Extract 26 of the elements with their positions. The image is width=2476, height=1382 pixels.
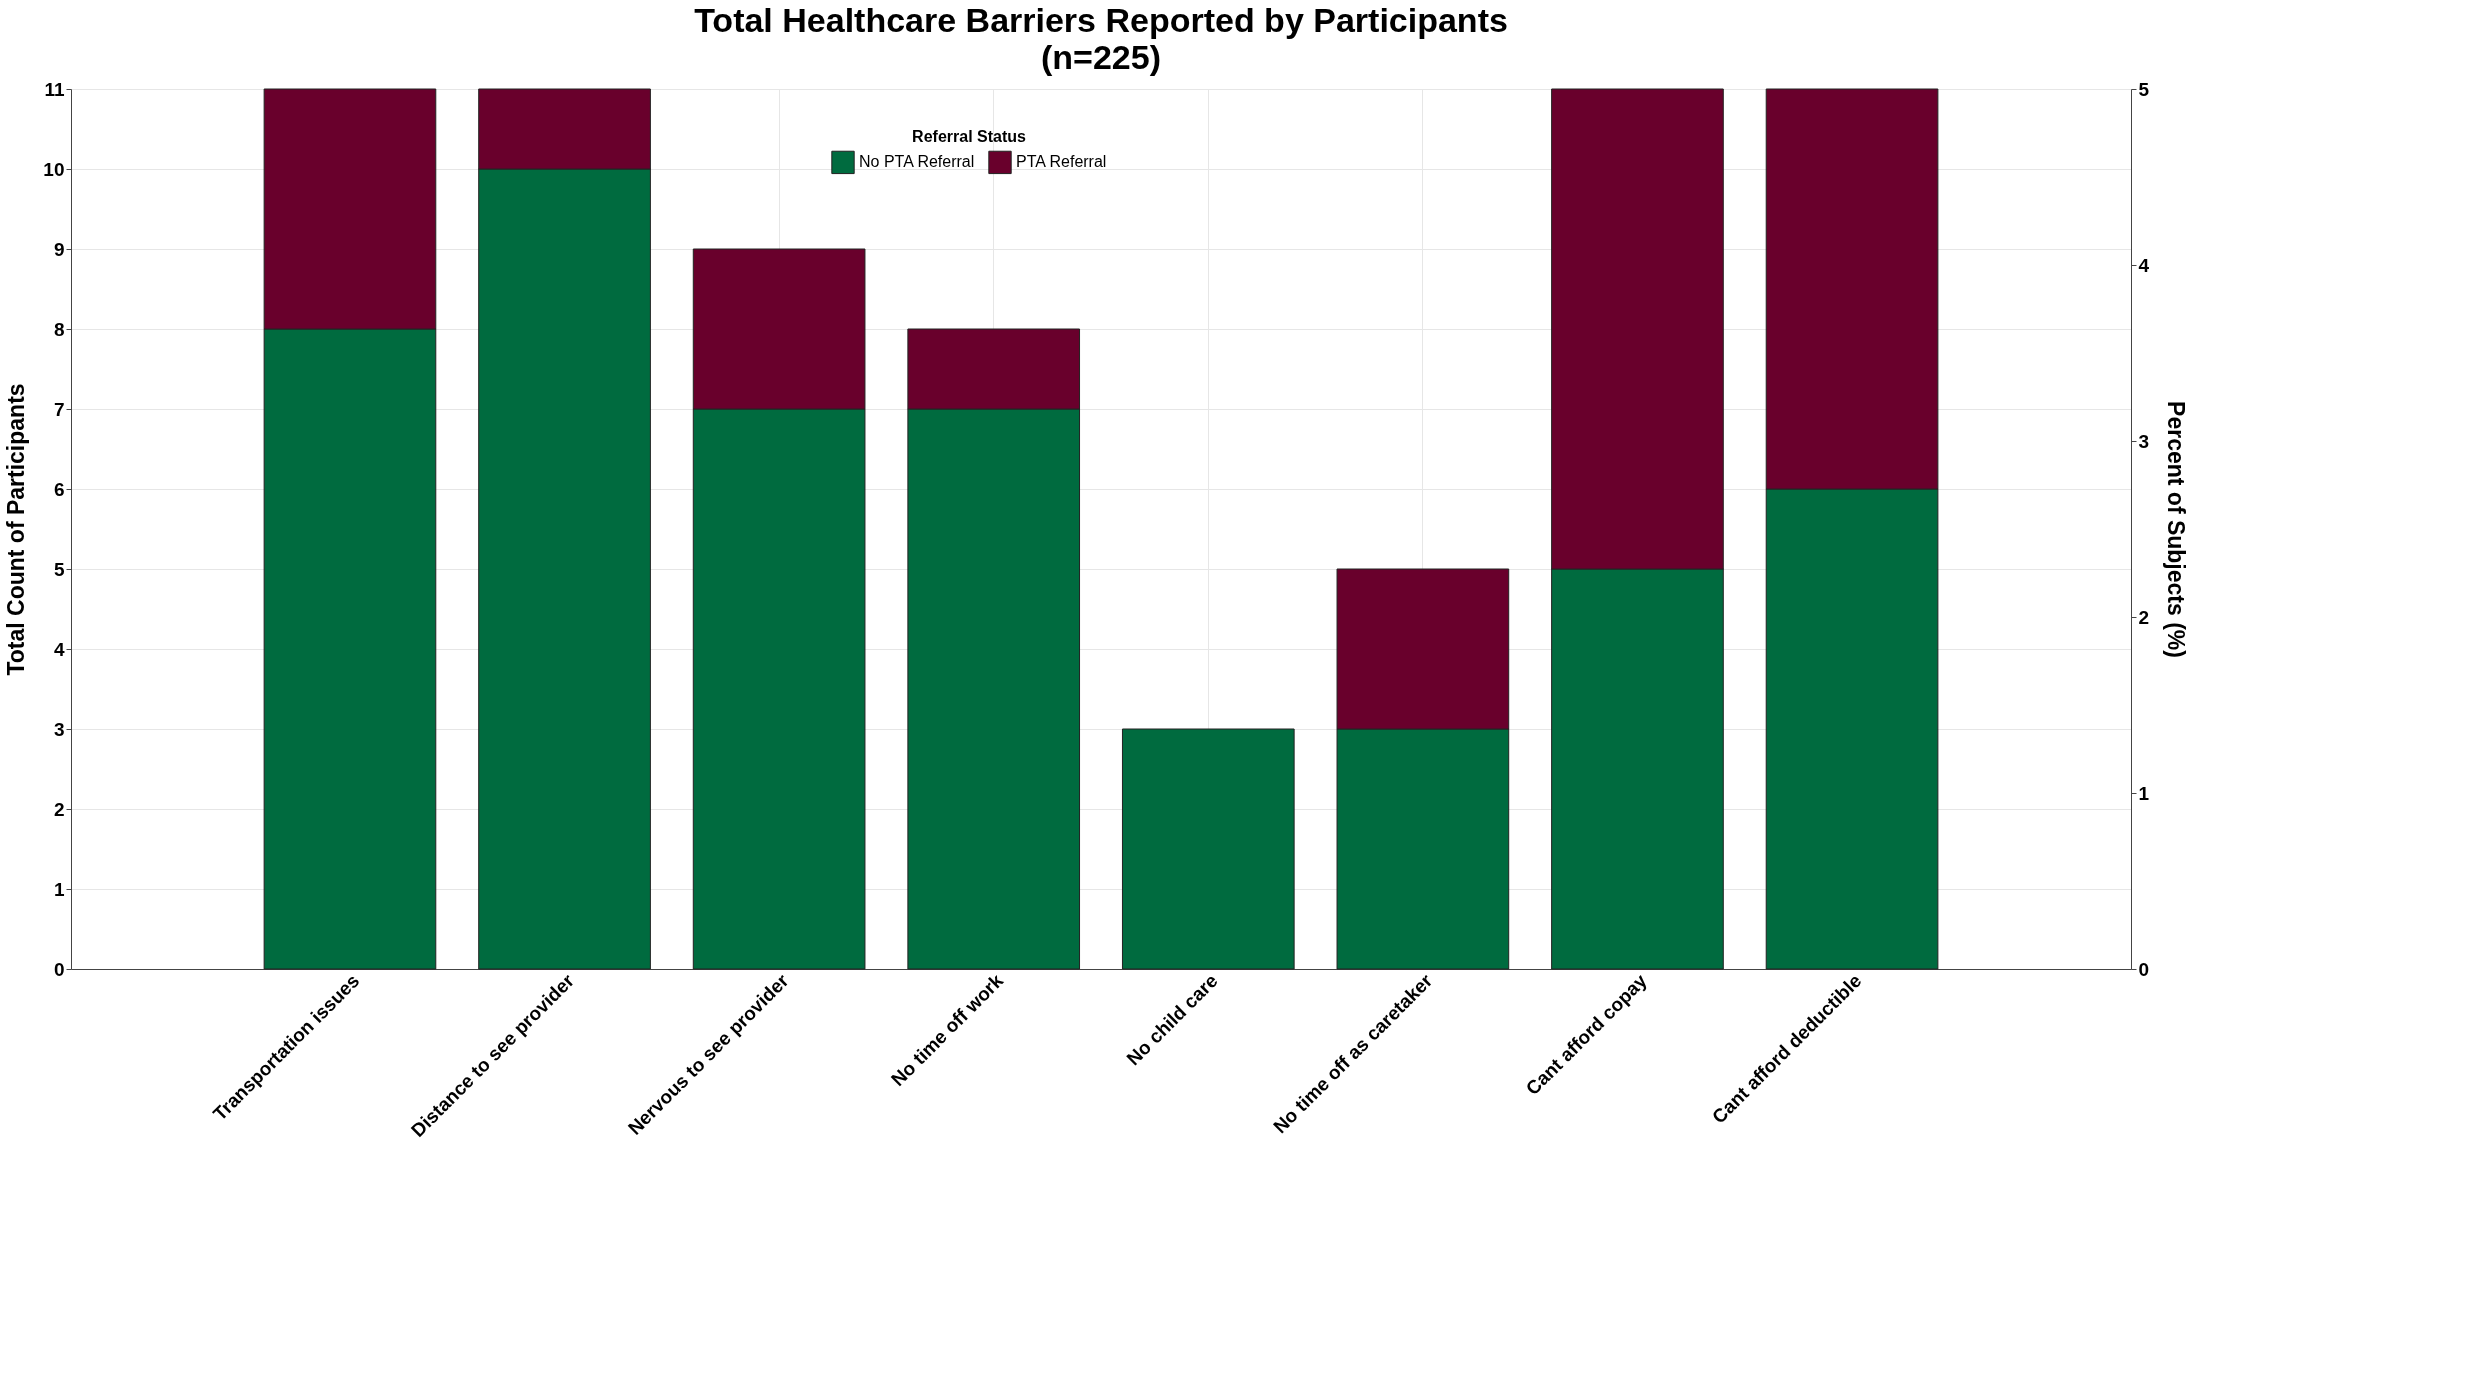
y2-tick-label: 3 — [2138, 430, 2150, 452]
y-tick-label: 0 — [53, 958, 65, 980]
y-tick-label: 3 — [53, 718, 65, 740]
y-tick-label: 8 — [53, 318, 65, 340]
legend-title: Referral Status — [912, 128, 1027, 145]
y2-tick-label: 2 — [2138, 606, 2150, 628]
y2-axis-title: Percent of Subjects (%) — [2163, 401, 2190, 658]
chart-subtitle: (n=225) — [1041, 38, 1161, 76]
legend-label: No PTA Referral — [859, 153, 975, 171]
y-tick-label: 2 — [53, 798, 65, 820]
y-tick-label: 1 — [53, 878, 65, 900]
y-tick-label: 10 — [43, 158, 65, 180]
y2-tick-label: 1 — [2138, 782, 2150, 804]
y-tick-label: 4 — [53, 638, 65, 660]
y-tick-label: 11 — [44, 78, 65, 100]
y-tick-label: 5 — [53, 558, 65, 580]
y-axis-title: Total Count of Participants — [3, 383, 30, 676]
y2-tick-label: 0 — [2138, 958, 2150, 980]
chart-title: Total Healthcare Barriers Reported by Participants — [694, 1, 1508, 39]
bar — [1121, 728, 1295, 970]
y2-tick-label: 4 — [2138, 254, 2150, 276]
legend-label: PTA Referral — [1016, 153, 1107, 171]
y-tick-label: 6 — [53, 478, 65, 500]
y2-tick-label: 5 — [2138, 78, 2150, 100]
y-tick-label: 7 — [53, 398, 65, 420]
y-tick-label: 9 — [53, 238, 65, 260]
